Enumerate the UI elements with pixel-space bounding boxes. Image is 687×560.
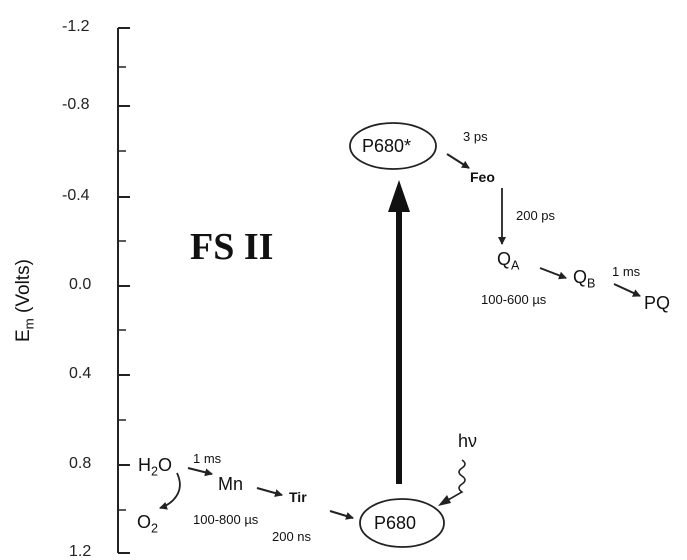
arrow-h2o-o2 [159,472,181,510]
y-tick-label: 1.2 [69,543,92,560]
y-tick-label: 0.4 [69,365,92,382]
arrow-tir-p680 [329,510,354,520]
time-p680star-feo: 3 ps [463,129,488,144]
excitation-arrow [388,180,410,484]
p680-star-label: P680* [362,136,412,156]
arrow-mn-tir [256,487,283,497]
time-h2o-mn: 1 ms [193,451,222,466]
mn-label: Mn [218,474,244,494]
diagram-title: FS II [190,226,274,268]
y-tick-label: 0.0 [69,276,92,293]
y-tick-label: 0.8 [69,455,92,472]
arrow-qb-pq [613,283,641,297]
pq-label: PQ [644,293,671,313]
h2o-label: H2O [138,455,173,479]
arrow-h2o-mn [187,467,213,477]
qb-label: QB [573,267,596,291]
hv-label: hν [458,431,478,451]
p680-ellipse [359,498,445,548]
arrow-p680star-feo [446,153,470,169]
p680-star-ellipse [349,122,437,170]
y-axis-label: Em (Volts) [13,259,37,342]
feo-label: Feo [470,169,495,185]
time-mn-tir: 100-800 µs [193,512,259,527]
o2-label: O2 [137,512,159,536]
arrow-qa-qb [539,267,567,280]
qa-label: QA [497,249,520,273]
time-tir-p680: 200 ns [272,529,312,544]
time-qa-qb: 100-600 µs [481,292,547,307]
y-axis [117,27,130,554]
y-tick-label: -1.2 [62,18,90,35]
time-qb-pq: 1 ms [612,264,641,279]
tir-label: Tir [289,489,307,505]
p680-label: P680 [374,513,417,533]
time-feo-qa: 200 ps [516,208,556,223]
y-tick-label: -0.8 [62,96,90,113]
light-arrow [438,459,466,506]
y-tick-label: -0.4 [62,187,90,204]
